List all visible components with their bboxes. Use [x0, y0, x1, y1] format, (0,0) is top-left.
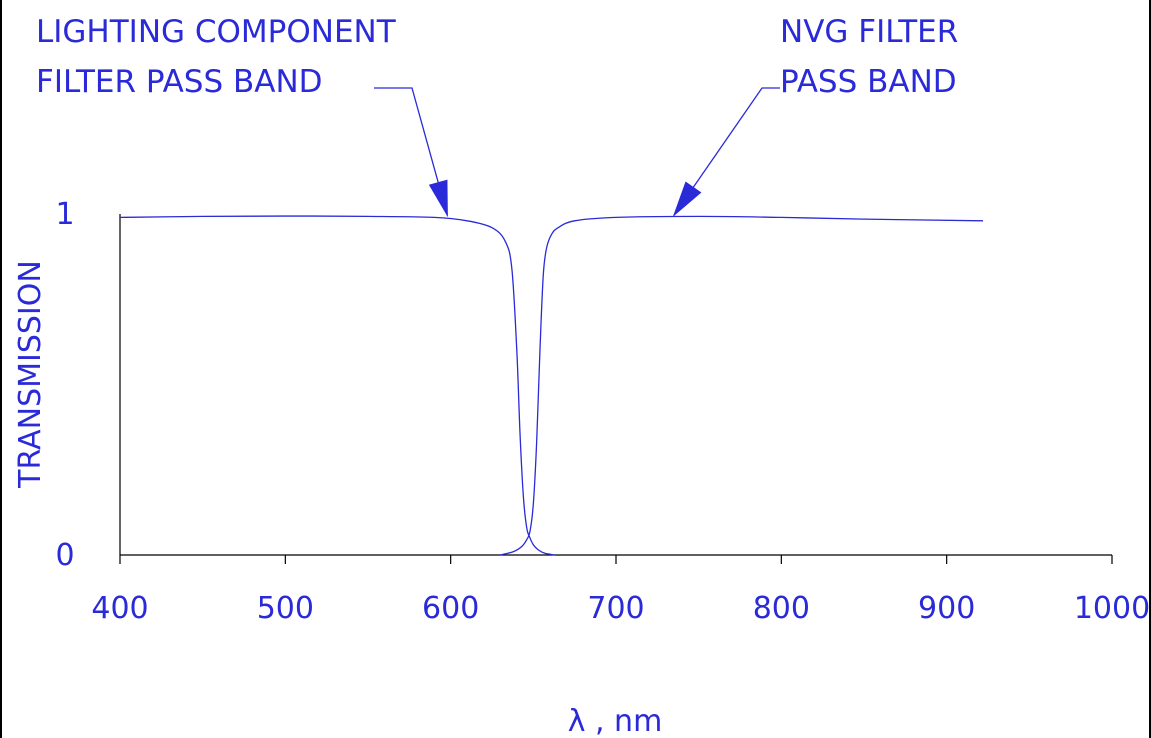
annotations: LIGHTING COMPONENT FILTER PASS BAND NVG FI…: [36, 14, 958, 218]
annotation-2-leader: [673, 87, 780, 216]
annotation-1-line-2: FILTER PASS BAND: [36, 64, 323, 100]
x-axis-label: λ , nm: [568, 704, 663, 738]
annotation-1-arrowhead: [428, 179, 448, 218]
x-tick-label: 1000: [1074, 591, 1150, 626]
y-tick-label: 0: [55, 538, 74, 573]
y-axis-label: TRANSMISSION: [13, 260, 48, 489]
series-layer: [119, 215, 984, 556]
x-tick-label: 900: [918, 591, 975, 626]
x-tick-label: 700: [587, 591, 644, 626]
annotation-2-line-2: PASS BAND: [780, 64, 957, 100]
x-tick-label: 800: [753, 591, 810, 626]
annotation-1-leader: [374, 87, 448, 216]
annotation-2-arrowhead: [672, 181, 702, 218]
y-tick-label: 1: [55, 197, 74, 232]
tick-labels: 400 500 600 700 800 900 1000 0 1: [55, 197, 1150, 626]
x-tick-label: 400: [91, 591, 148, 626]
series-line-2: [500, 215, 984, 556]
annotation-1-line-1: LIGHTING COMPONENT: [36, 14, 397, 50]
annotation-2-line-1: NVG FILTER: [780, 14, 958, 50]
axes: [119, 214, 1113, 564]
x-tick-label: 500: [257, 591, 314, 626]
x-tick-label: 600: [422, 591, 479, 626]
series-line-1: [119, 215, 555, 556]
